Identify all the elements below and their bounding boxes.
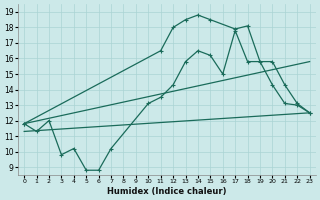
X-axis label: Humidex (Indice chaleur): Humidex (Indice chaleur) (107, 187, 227, 196)
